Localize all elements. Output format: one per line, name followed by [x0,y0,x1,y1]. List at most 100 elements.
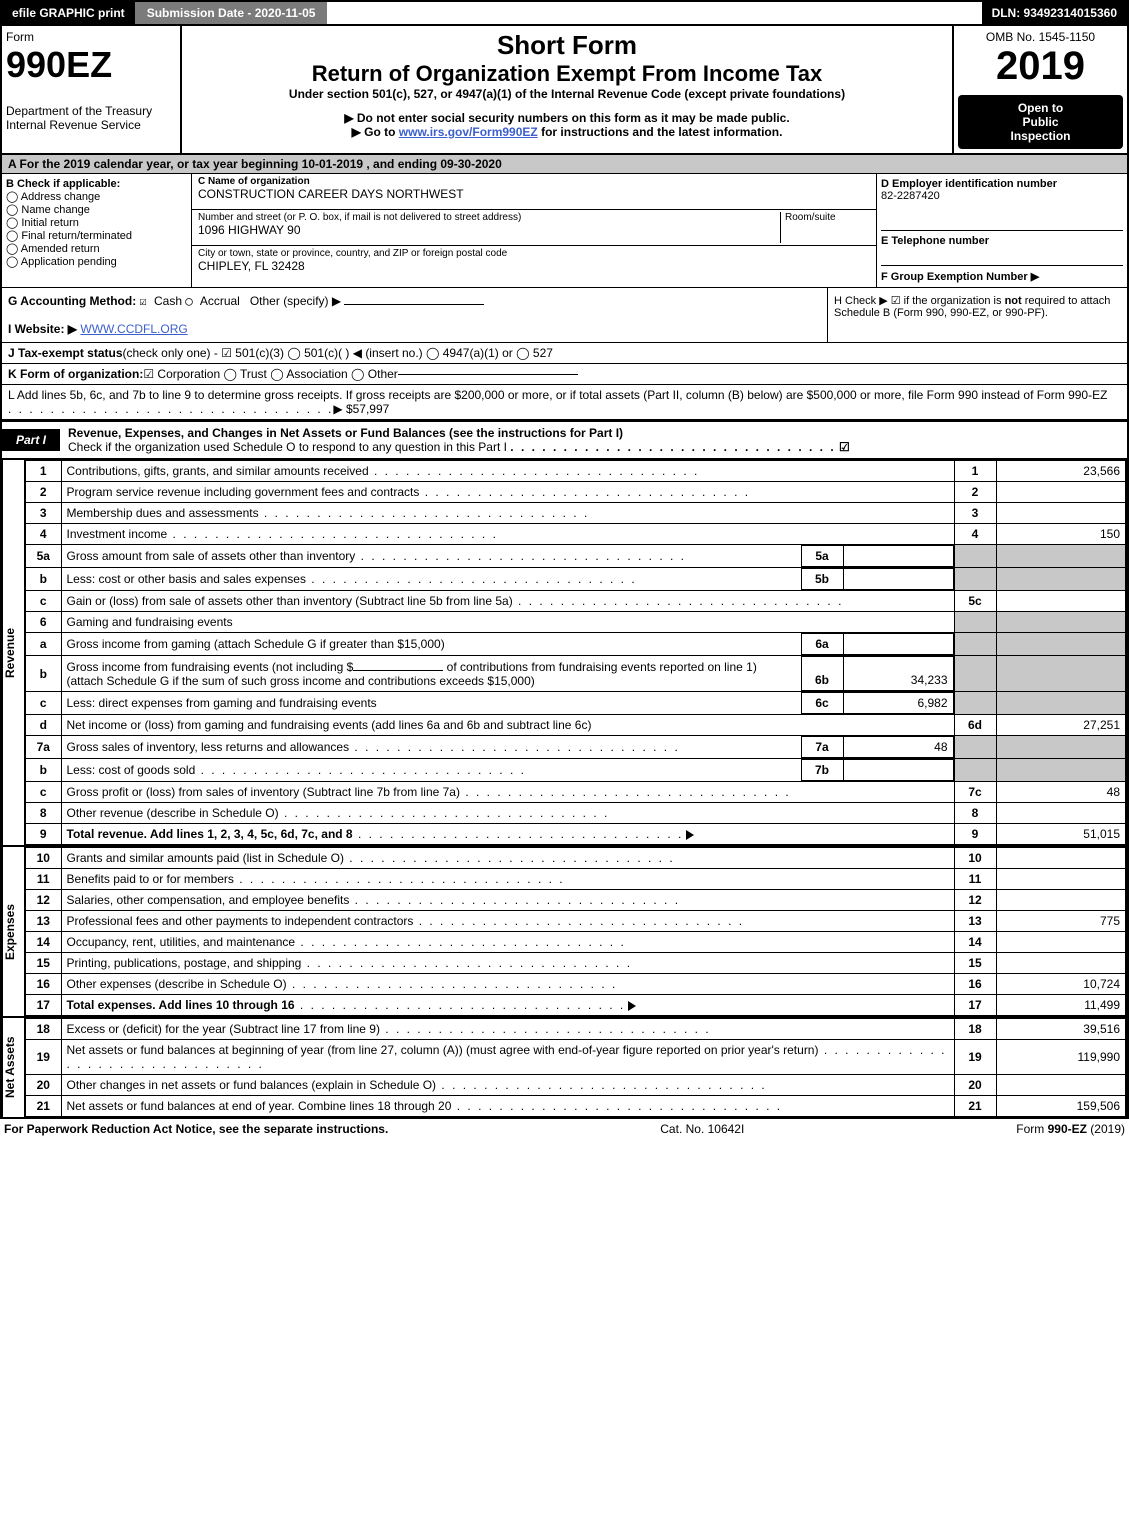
dots-icon [279,806,610,820]
inner-box: 7a [801,737,843,758]
line-value [996,848,1126,869]
line-box: 10 [954,848,996,869]
checkbox-address-change[interactable]: ◯ Address change [6,190,187,203]
line-num: 8 [25,803,61,824]
line-num: c [25,782,61,803]
revenue-table: 1Contributions, gifts, grants, and simil… [24,460,1127,845]
table-row: 20Other changes in net assets or fund ba… [25,1075,1126,1096]
checkbox-name-change[interactable]: ◯ Name change [6,203,187,216]
line-box: 15 [954,953,996,974]
dots-icon [355,549,686,563]
line-box: 16 [954,974,996,995]
shaded-cell [954,692,996,715]
line-num: 21 [25,1096,61,1117]
line-desc: Printing, publications, postage, and shi… [67,956,302,970]
open2: Public [964,115,1117,129]
line-value: 159,506 [996,1096,1126,1117]
shaded-cell [996,759,1126,782]
line-desc: Contributions, gifts, grants, and simila… [67,464,369,478]
line-desc: Other expenses (describe in Schedule O) [67,977,287,991]
expenses-section: Expenses 10Grants and similar amounts pa… [0,847,1129,1018]
line-desc: Investment income [67,527,168,541]
net-assets-side-label: Net Assets [2,1018,24,1117]
table-row: 13 Professional fees and other payments t… [25,911,1126,932]
line-num: c [25,591,61,612]
line-desc: Professional fees and other payments to … [67,914,414,928]
checkbox-application-pending[interactable]: ◯ Application pending [6,255,187,268]
checkbox-final-return[interactable]: ◯ Final return/terminated [6,229,187,242]
line-num: 7a [25,736,61,759]
ein-label: D Employer identification number [881,178,1123,190]
line-num: 13 [25,911,61,932]
line-num: 4 [25,524,61,545]
open-to-public-badge: Open to Public Inspection [958,95,1123,149]
line-num: 12 [25,890,61,911]
dots-icon [234,872,565,886]
j-label: J Tax-exempt status [8,346,123,360]
instructions-link[interactable]: www.irs.gov/Form990EZ [399,125,538,139]
section-b-title: B Check if applicable: [6,178,187,190]
dots-icon [513,594,844,608]
k-other-input[interactable] [398,374,578,375]
line-num: 6 [25,612,61,633]
line-value [996,932,1126,953]
table-row: 9Total revenue. Add lines 1, 2, 3, 4, 5c… [25,824,1126,845]
line-box: 13 [954,911,996,932]
line-desc: Other revenue (describe in Schedule O) [67,806,279,820]
line-desc: Gross income from gaming (attach Schedul… [67,637,445,651]
checkbox-accrual[interactable]: ◯ [185,294,199,308]
table-row: aGross income from gaming (attach Schedu… [25,633,1126,656]
dots-icon [301,956,632,970]
shaded-cell [954,759,996,782]
section-h: H Check ▶ ☑ if the organization is not r… [827,288,1127,342]
inner-value: 6,982 [843,693,953,714]
line-box: 6d [954,715,996,736]
shaded-cell [954,545,996,568]
form-title-block: Short Form Return of Organization Exempt… [182,26,952,153]
shaded-cell [996,736,1126,759]
line-value: 23,566 [996,461,1126,482]
section-g-i: G Accounting Method: ☑ Cash ◯ Accrual Ot… [2,288,827,342]
line-box: 21 [954,1096,996,1117]
section-d-e-f: D Employer identification number 82-2287… [877,174,1127,287]
checkbox-cash[interactable]: ☑ [140,294,154,308]
table-row: 21 Net assets or fund balances at end of … [25,1096,1126,1117]
inner-value: 48 [843,737,953,758]
arrow-icon [628,1001,636,1011]
other-label: Other (specify) ▶ [250,294,341,308]
line-value: 48 [996,782,1126,803]
line-desc: Gross profit or (loss) from sales of inv… [67,785,460,799]
dots-icon [8,402,333,416]
line-num: d [25,715,61,736]
efile-print-button[interactable]: efile GRAPHIC print [2,2,135,24]
shaded-cell [996,612,1126,633]
checkbox-initial-return[interactable]: ◯ Initial return [6,216,187,229]
line-num: 14 [25,932,61,953]
contrib-amount-input[interactable] [353,670,443,671]
line-value [996,803,1126,824]
shaded-cell [954,633,996,656]
form-number: 990EZ [6,44,176,86]
dept-label: Department of the Treasury [6,104,176,118]
checkbox-amended-return[interactable]: ◯ Amended return [6,242,187,255]
table-row: 6Gaming and fundraising events [25,612,1126,633]
inner-box: 6b [801,657,843,691]
inner-box: 6a [801,634,843,655]
other-specify-input[interactable] [344,304,484,305]
part-i-check[interactable]: ☑ [839,440,850,454]
line-desc: Other changes in net assets or fund bala… [67,1078,437,1092]
table-row: 18Excess or (deficit) for the year (Subt… [25,1019,1126,1040]
net-assets-table: 18Excess or (deficit) for the year (Subt… [24,1018,1127,1117]
dots-icon [259,506,590,520]
line-desc: Net assets or fund balances at end of ye… [67,1099,452,1113]
line-num: 3 [25,503,61,524]
line-box: 18 [954,1019,996,1040]
line-value [996,953,1126,974]
line-num: 16 [25,974,61,995]
website-link[interactable]: WWW.CCDFL.ORG [80,322,187,336]
line-box: 12 [954,890,996,911]
street-value: 1096 HIGHWAY 90 [198,223,780,237]
dots-icon [460,785,791,799]
dots-icon [369,464,700,478]
line-value: 119,990 [996,1040,1126,1075]
